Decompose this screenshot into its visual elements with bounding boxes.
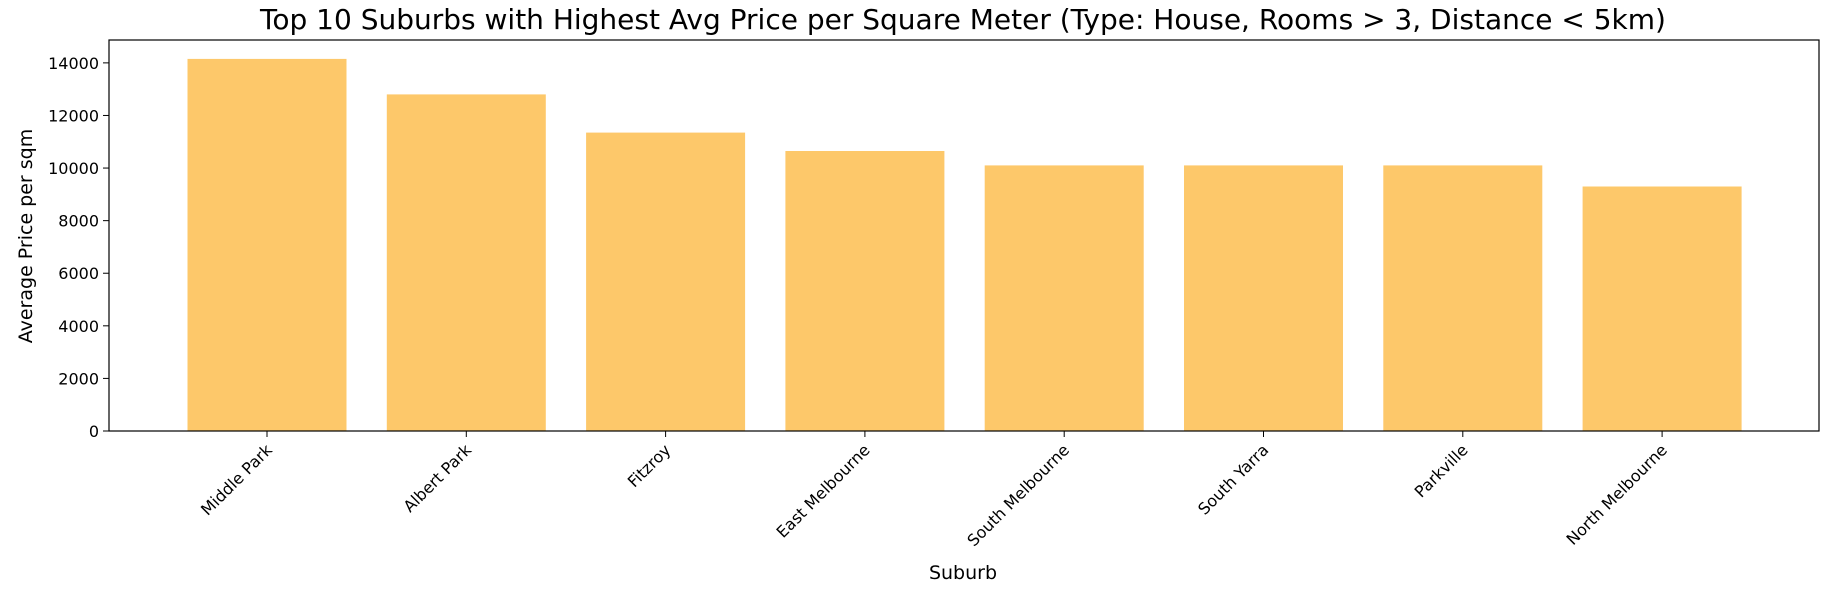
bar-north-melbourne: [1582, 186, 1742, 431]
bar-albert-park: [386, 94, 546, 432]
x-tick-label: South Yarra: [1194, 440, 1272, 518]
x-axis-label: Suburb: [929, 562, 997, 584]
y-tick-label: 6000: [58, 264, 99, 283]
y-tick-label: 0: [89, 422, 99, 441]
y-tick-label: 8000: [58, 212, 99, 231]
x-tick-label: Albert Park: [400, 440, 476, 516]
bar-middle-park: [187, 58, 347, 432]
bar-parkville: [1383, 165, 1543, 431]
y-tick-label: 14000: [48, 54, 99, 73]
y-axis: 0 2000 4000 6000 8000 10000 12000 14000: [48, 54, 109, 441]
x-tick-label: Fitzroy: [624, 440, 675, 491]
bar-fitzroy: [586, 132, 746, 431]
x-axis: Middle Park Albert Park Fitzroy East Melbou…: [197, 431, 1671, 550]
y-axis-label: Average Price per sqm: [15, 129, 37, 344]
bar-south-yarra: [1184, 165, 1343, 431]
y-tick-label: 2000: [58, 369, 99, 388]
chart-title: Top 10 Suburbs with Highest Avg Price pe…: [259, 3, 1666, 36]
bar-east-melbourne: [785, 151, 945, 431]
y-tick-label: 12000: [48, 106, 99, 125]
x-tick-label: East Melbourne: [773, 440, 874, 541]
x-tick-label: North Melbourne: [1563, 440, 1671, 548]
y-tick-label: 10000: [48, 159, 99, 178]
x-tick-label: South Melbourne: [963, 440, 1073, 550]
plot-frame: [108, 39, 1820, 432]
bars-group: [187, 58, 1742, 432]
x-tick-label: Middle Park: [197, 440, 276, 519]
x-tick-label: Parkville: [1411, 440, 1472, 501]
bar-south-melbourne: [984, 165, 1144, 431]
y-tick-label: 4000: [58, 317, 99, 336]
